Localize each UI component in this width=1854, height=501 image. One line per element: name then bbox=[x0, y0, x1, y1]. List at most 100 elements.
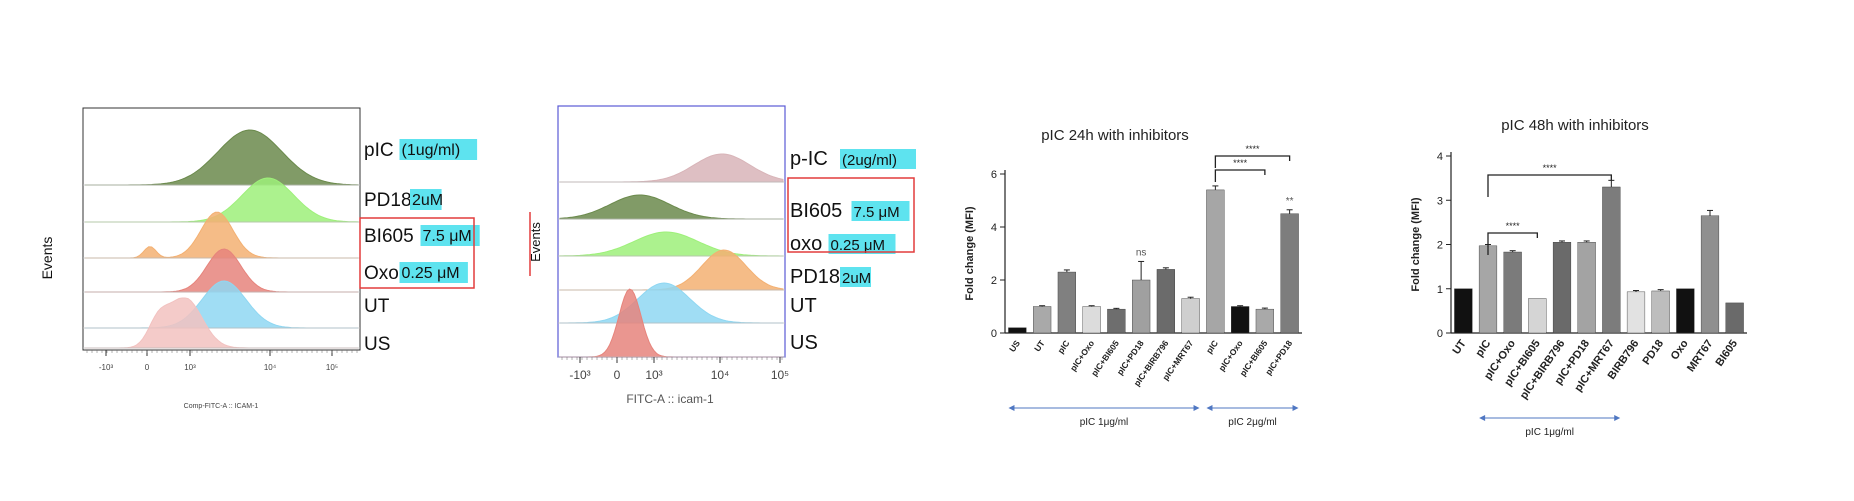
group-label: pIC 2μg/ml bbox=[1228, 417, 1277, 428]
category-label: pIC bbox=[1055, 338, 1071, 355]
bar-pic-mrt67 bbox=[1181, 298, 1200, 334]
legend-dose-pic: (1ug/ml) bbox=[402, 142, 461, 159]
annotation-box bbox=[787, 177, 915, 253]
legend-label-pd18: PD18 bbox=[790, 266, 840, 288]
bar-pic bbox=[1206, 189, 1225, 334]
x-tick-label: -10³ bbox=[99, 363, 114, 372]
y-tick-label: 3 bbox=[1437, 195, 1443, 207]
bar-bi605 bbox=[1725, 302, 1744, 334]
bar-pic-bi605 bbox=[1107, 308, 1126, 334]
y-axis-label: Events bbox=[528, 222, 543, 262]
significance-marker: ns bbox=[1136, 247, 1147, 258]
dose-highlight bbox=[840, 149, 916, 169]
chart-title: pIC 48h with inhibitors bbox=[1501, 117, 1649, 134]
arrow-head-left bbox=[1479, 415, 1486, 421]
y-tick-label: 4 bbox=[991, 222, 997, 234]
y-tick-label: 4 bbox=[1437, 151, 1443, 163]
category-label: Oxo bbox=[1669, 338, 1691, 363]
x-tick-label: 10³ bbox=[184, 363, 196, 372]
bar-pic-pd18 bbox=[1132, 279, 1151, 334]
bar-pic-birb796 bbox=[1156, 269, 1175, 334]
significance-marker: **** bbox=[1543, 163, 1558, 173]
dose-highlight bbox=[828, 234, 896, 254]
legend-label-p-ic: p-IC bbox=[790, 148, 828, 170]
x-tick-label: 10³ bbox=[645, 368, 662, 382]
category-label: UT bbox=[1032, 338, 1047, 354]
dose-highlight bbox=[399, 262, 468, 283]
y-tick-label: 6 bbox=[991, 169, 997, 181]
bar-pic-pd18 bbox=[1577, 242, 1596, 334]
y-tick-label: 0 bbox=[1437, 328, 1443, 340]
bar-pic bbox=[1057, 271, 1076, 334]
legend-dose-p-ic: (2ug/ml) bbox=[842, 152, 897, 169]
legend-dose-pd18: 2uM bbox=[842, 270, 871, 287]
chart-title: pIC 24h with inhibitors bbox=[1041, 127, 1189, 144]
group-label: pIC 1μg/ml bbox=[1525, 427, 1574, 438]
arrow-head-right bbox=[1193, 405, 1200, 411]
bar-ut bbox=[1454, 288, 1473, 334]
y-axis-label: Fold change (MFI) bbox=[964, 206, 976, 300]
significance-bracket bbox=[1487, 232, 1538, 255]
significance-marker: **** bbox=[1245, 144, 1260, 154]
bar-pic-mrt67 bbox=[1602, 186, 1621, 334]
dose-highlight bbox=[399, 139, 478, 160]
significance-marker: ** bbox=[1286, 196, 1294, 207]
y-axis-label: Events bbox=[39, 237, 55, 280]
y-tick-label: 1 bbox=[1437, 284, 1443, 296]
category-label: BI605 bbox=[1713, 338, 1740, 369]
legend-dose-pd18: 2uM bbox=[412, 192, 443, 209]
category-label: UT bbox=[1451, 338, 1469, 357]
arrow-head-right bbox=[1292, 405, 1299, 411]
significance-bracket bbox=[1214, 169, 1266, 182]
x-tick-label: -10³ bbox=[569, 368, 590, 382]
arrow-head-right bbox=[1614, 415, 1621, 421]
dose-highlight bbox=[420, 225, 480, 246]
legend-label-bi605: BI605 bbox=[790, 200, 842, 222]
significance-marker: **** bbox=[1233, 158, 1248, 168]
bar-mrt67 bbox=[1700, 215, 1720, 334]
bar-pic bbox=[1478, 245, 1498, 334]
legend-label-ut: UT bbox=[790, 295, 817, 317]
legend-label-us: US bbox=[364, 334, 390, 355]
legend-dose-bi605: 7.5 μM bbox=[423, 228, 472, 245]
histogram-p-ic bbox=[560, 153, 784, 183]
group-label: pIC 1μg/ml bbox=[1080, 417, 1129, 428]
bar-us bbox=[1008, 327, 1027, 334]
bar-pic-oxo bbox=[1082, 306, 1101, 334]
y-tick-label: 2 bbox=[1437, 240, 1443, 252]
bar-pd18 bbox=[1651, 290, 1670, 334]
significance-bracket bbox=[1487, 174, 1612, 197]
bar-oxo bbox=[1676, 288, 1695, 334]
x-tick-label: 10⁴ bbox=[264, 363, 277, 372]
legend-dose-oxo: 0.25 μM bbox=[402, 265, 460, 282]
arrow-head-left bbox=[1206, 405, 1213, 411]
bar-pic-bi605 bbox=[1255, 308, 1274, 334]
histogram-pic bbox=[85, 129, 359, 186]
bar-chart-panel-d: pIC 48h with inhibitors 0 1 2 3 4 Fold change … bbox=[1410, 117, 1747, 438]
dose-highlight bbox=[840, 267, 871, 287]
significance-marker: **** bbox=[1506, 221, 1521, 231]
legend-label-oxo: Oxo bbox=[364, 263, 399, 284]
annotation-box bbox=[359, 217, 475, 289]
histogram-oxo bbox=[559, 231, 783, 257]
legend-label-pic: pIC bbox=[364, 140, 394, 161]
x-tick-label: 0 bbox=[614, 368, 621, 382]
x-tick-label: 10⁵ bbox=[771, 368, 789, 382]
histogram-bi605 bbox=[559, 194, 783, 220]
legend-label-bi605: BI605 bbox=[364, 226, 414, 247]
bar-pic-bi605 bbox=[1528, 298, 1547, 334]
bar-pic-pd18 bbox=[1280, 213, 1299, 334]
legend-dose-bi605: 7.5 μM bbox=[854, 204, 900, 221]
x-tick-label: 10⁵ bbox=[326, 363, 338, 372]
x-tick-label: 10⁴ bbox=[711, 368, 730, 382]
dose-highlight bbox=[851, 201, 910, 221]
dose-highlight bbox=[410, 189, 442, 210]
bar-pic-birb796 bbox=[1552, 242, 1572, 334]
category-label: pIC bbox=[1204, 338, 1220, 355]
legend-label-oxo: oxo bbox=[790, 233, 822, 255]
category-label: pIC bbox=[1473, 338, 1493, 359]
